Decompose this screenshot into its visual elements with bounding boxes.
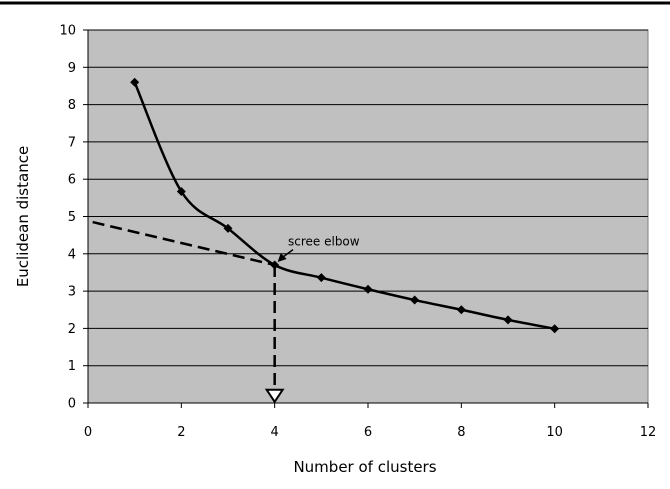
- y-axis-title: Euclidean distance: [14, 146, 32, 287]
- y-tick-label: 9: [68, 61, 76, 76]
- data-point-7: [410, 295, 420, 305]
- y-tick-label: 2: [68, 322, 76, 337]
- x-tick-label: 0: [84, 425, 92, 440]
- data-point-2: [176, 187, 186, 197]
- y-tick-labels: 0 1 2 3 4 5 6 7 8 9 10: [59, 24, 88, 412]
- y-tick-label: 0: [68, 397, 76, 412]
- y-tick-label: 7: [68, 135, 76, 150]
- down-arrow-icon: [264, 388, 285, 404]
- x-tick-label: 8: [457, 425, 465, 440]
- guide-lines: [92, 220, 285, 404]
- x-tick-label: 4: [271, 425, 279, 440]
- data-point-4: [270, 260, 280, 270]
- data-point-1: [130, 77, 140, 87]
- y-tick-label: 3: [68, 285, 76, 300]
- series-group: [130, 77, 560, 334]
- annotation-arrowhead-icon: [277, 252, 287, 262]
- x-tick-label: 10: [546, 425, 563, 440]
- y-tick-label: 1: [68, 359, 76, 374]
- data-point-10: [550, 324, 560, 334]
- y-tick-label: 6: [68, 173, 76, 188]
- data-point-9: [503, 315, 513, 325]
- x-tick-label: 6: [364, 425, 372, 440]
- dashed-trend-line: [92, 220, 275, 267]
- y-tick-label: 10: [59, 24, 76, 39]
- data-point-5: [316, 273, 326, 283]
- data-point-8: [456, 305, 466, 315]
- scree-elbow-label: scree elbow: [288, 235, 360, 249]
- x-tick-labels: 0 2 4 6 8 10 12: [84, 403, 656, 440]
- x-tick-label: 2: [177, 425, 185, 440]
- data-point-6: [363, 284, 373, 294]
- x-axis-title: Number of clusters: [293, 458, 436, 476]
- series-line: [133, 81, 555, 331]
- y-tick-label: 8: [68, 98, 76, 113]
- x-tick-label: 12: [640, 425, 657, 440]
- data-point-3: [223, 223, 233, 233]
- gridlines: [88, 29, 648, 367]
- y-tick-label: 5: [68, 210, 76, 225]
- y-tick-label: 4: [68, 247, 76, 262]
- annotation-group: scree elbow: [277, 235, 360, 262]
